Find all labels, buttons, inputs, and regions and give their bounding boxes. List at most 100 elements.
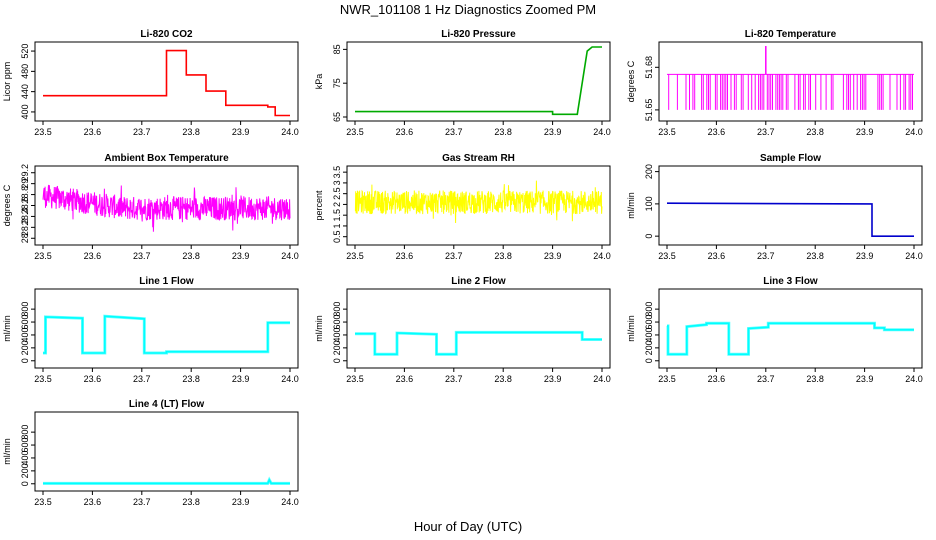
plot-frame [346,165,611,246]
y-tick-label: 600 [20,438,30,453]
x-tick-label: 24.0 [905,374,923,384]
y-tick-label: 85 [332,44,342,54]
x-tick-label: 23.5 [658,374,676,384]
plot-frame [658,165,923,246]
data-series-band [355,330,602,356]
x-tick-label: 23.8 [182,251,200,261]
x-tick-label: 23.8 [806,127,824,137]
y-axis-label: ml/min [314,315,324,342]
y-tick-label: 200 [20,340,30,355]
x-tick-label: 24.0 [281,374,299,384]
data-series-band [666,321,914,356]
x-tick-label: 24.0 [281,497,299,507]
y-tick-label: 3.5 [332,166,342,179]
y-tick-label: 200 [644,340,654,355]
x-tick-label: 23.5 [34,497,52,507]
x-tick-label: 23.6 [396,251,414,261]
data-series-band [43,314,290,355]
x-tick-label: 24.0 [593,251,611,261]
chart-panel: Ambient Box Temperature 23.5 23.6 23.7 23.8 2… [2,153,299,261]
y-tick-label: 200 [20,463,30,478]
x-tick-label: 23.6 [84,251,102,261]
panel-title: Gas Stream RH [442,153,515,164]
y-tick-label: 28.2 [20,219,30,237]
y-tick-label: 0.5 [332,230,342,243]
x-tick-label: 23.8 [806,374,824,384]
panel-title: Ambient Box Temperature [104,153,229,164]
y-tick-label: 2.5 [332,187,342,200]
panel-title: Line 4 (LT) Flow [129,399,205,410]
y-tick-label: 51.68 [644,56,654,79]
y-tick-label: 2 [332,202,342,207]
y-tick-label: 600 [20,315,30,330]
y-tick-label: 480 [20,64,30,79]
chart-panel: Sample Flow 23.5 23.6 23.7 23.8 23.9 24.0 0 100 2… [626,153,923,261]
x-tick-label: 23.9 [856,251,874,261]
y-tick-label: 28 [20,233,30,243]
y-tick-label: 440 [20,84,30,99]
y-tick-label: 600 [644,315,654,330]
chart-panel: Li-820 Temperature 23.5 23.6 23.7 23.8 23.9 24… [626,29,923,137]
y-axis-label: Licor ppm [2,62,12,102]
x-tick-label: 23.8 [494,251,512,261]
y-axis-label: ml/min [626,315,636,342]
plot-frame [346,288,611,369]
x-tick-label: 23.9 [232,497,250,507]
x-tick-label: 23.7 [445,251,463,261]
y-tick-label: 0 [644,234,654,239]
chart-panel: Line 4 (LT) Flow 23.5 23.6 23.7 23.8 23.9 24.0… [2,399,299,507]
y-tick-label: 800 [332,302,342,317]
x-tick-label: 23.7 [757,251,775,261]
x-tick-label: 23.6 [84,127,102,137]
x-tick-label: 23.8 [494,127,512,137]
x-tick-label: 23.8 [182,374,200,384]
x-tick-label: 23.7 [133,251,151,261]
data-series [667,73,914,110]
x-tick-label: 23.6 [84,374,102,384]
panel-title: Li-820 Pressure [441,29,516,40]
y-tick-label: 800 [644,302,654,317]
x-tick-label: 23.9 [856,374,874,384]
chart-panel: Li-820 Pressure 23.5 23.6 23.7 23.8 23.9 24.0 6… [314,29,611,137]
x-tick-label: 23.9 [232,127,250,137]
x-tick-label: 24.0 [281,251,299,261]
y-tick-label: 1.5 [332,209,342,222]
x-tick-label: 23.6 [708,251,726,261]
x-tick-label: 23.5 [346,374,364,384]
x-tick-label: 24.0 [593,127,611,137]
chart-panel: Line 2 Flow 23.5 23.6 23.7 23.8 23.9 24.0 0 2004… [314,276,611,384]
y-tick-label: 1 [332,223,342,228]
y-axis-label: degrees C [626,60,636,102]
plot-frame [34,411,299,492]
y-tick-label: 0 [644,358,654,363]
y-tick-label: 0 [20,358,30,363]
y-tick-label: 400 [644,327,654,342]
y-tick-label: 0 [20,481,30,486]
x-tick-label: 23.7 [445,374,463,384]
y-tick-label: 28.6 [20,197,30,215]
y-tick-label: 29 [20,179,30,189]
plot-frame [34,288,299,369]
y-tick-label: 200 [332,340,342,355]
x-tick-label: 23.5 [34,374,52,384]
plot-frame [658,41,923,122]
x-tick-label: 23.7 [133,374,151,384]
x-tick-label: 23.5 [658,251,676,261]
y-tick-label: 400 [20,327,30,342]
panel-title: Li-820 Temperature [745,29,837,40]
y-tick-label: 51.65 [644,99,654,122]
y-axis-label: percent [314,190,324,221]
x-tick-label: 23.7 [445,127,463,137]
x-tick-label: 23.6 [396,374,414,384]
chart-panel: Line 3 Flow 23.5 23.6 23.7 23.8 23.9 24.0 0 2004… [626,276,923,384]
x-tick-label: 23.9 [544,251,562,261]
x-tick-label: 23.5 [34,127,52,137]
x-tick-label: 24.0 [905,127,923,137]
plot-frame [346,41,611,122]
panel-title: Li-820 CO2 [140,29,193,40]
x-tick-label: 24.0 [593,374,611,384]
plot-frame [34,41,299,122]
y-tick-label: 3 [332,180,342,185]
panel-title: Line 2 Flow [451,276,506,287]
y-axis-label: kPa [314,74,324,90]
